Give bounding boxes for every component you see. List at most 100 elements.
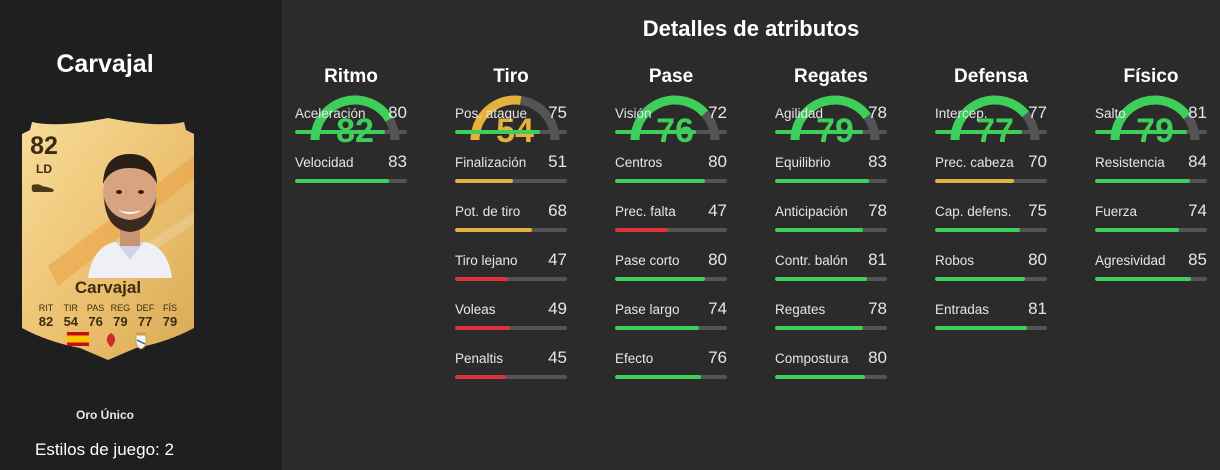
attribute-bar-fill [295,179,389,183]
attribute-row[interactable]: Contr. balón 81 [775,250,887,293]
attribute-row[interactable]: Fuerza 74 [1095,201,1207,244]
attribute-name: Pot. de tiro [455,204,521,219]
attribute-bar [295,179,407,183]
attribute-value: 81 [1188,103,1207,122]
attribute-bar-fill [455,179,513,183]
card-stat-label: PAS [86,303,105,313]
attribute-row[interactable]: Pot. de tiro 68 [455,201,567,244]
attribute-value: 80 [708,152,727,171]
attribute-row[interactable]: Finalización 51 [455,152,567,195]
attribute-bar-fill [615,326,699,330]
card-stat-value: 54 [63,314,79,329]
category-gauge [310,95,400,141]
attribute-bar-fill [615,375,702,379]
playstyles-count[interactable]: Estilos de juego: 2 [35,440,174,459]
attribute-row[interactable]: Regates 78 [775,299,887,342]
attribute-name: Visión [615,106,652,121]
attribute-row[interactable]: Resistencia 84 [1095,152,1207,195]
attribute-name: Centros [615,155,663,170]
card-stat-label: TIR [63,303,79,313]
category-gauge [630,95,720,141]
attribute-name: Agresividad [1095,253,1166,268]
card-stat-label: FÍS [162,303,177,313]
attribute-row[interactable]: Anticipación 78 [775,201,887,244]
gauge-track [385,117,400,141]
attribute-row[interactable]: Tiro lejano 47 [455,250,567,293]
card-stat: PAS 76 [84,303,108,329]
attribute-value: 81 [868,250,887,269]
attribute-row[interactable]: Agilidad 78 [775,103,887,146]
attribute-row[interactable]: Intercep. 77 [935,103,1047,146]
card-stat: FÍS 79 [158,303,182,329]
category-gauge [790,95,880,141]
attribute-value: 47 [708,201,727,220]
card-stat: TIR 54 [59,303,83,329]
attribute-row[interactable]: Visión 72 [615,103,727,146]
attribute-row[interactable]: Pos. ataque 75 [455,103,567,146]
gauge-fill [1110,95,1191,141]
attribute-row[interactable]: Agresividad 85 [1095,250,1207,293]
attribute-bar [1095,228,1207,232]
page-title: Detalles de atributos [642,16,860,41]
attribute-bar-fill [295,130,386,134]
attribute-value: 80 [1028,250,1047,269]
attribute-bar [455,326,567,330]
attribute-value: 75 [1028,201,1047,220]
boot-icon [31,184,54,192]
attribute-row[interactable]: Entradas 81 [935,299,1047,342]
gauge-fill [310,95,394,141]
attribute-row[interactable]: Voleas 49 [455,299,567,342]
card-stat-value: 79 [162,314,178,329]
attribute-bar [935,277,1047,281]
attribute-bar-fill [455,130,540,134]
attribute-name: Anticipación [775,204,848,219]
attribute-row[interactable]: Robos 80 [935,250,1047,293]
attribute-value: 68 [548,201,567,220]
category-name: Ritmo [324,66,378,87]
attribute-name: Fuerza [1095,204,1138,219]
category-name: Pase [648,66,694,87]
attribute-name: Resistencia [1095,155,1165,170]
attribute-bar [615,375,727,379]
gauge-fill [790,95,871,141]
attribute-row[interactable]: Aceleración 80 [295,103,407,146]
attribute-row[interactable]: Salto 81 [1095,103,1207,146]
card-stat: DEF 77 [133,303,157,329]
card-stat-label: RIT [38,303,54,313]
attribute-bar [935,228,1047,232]
player-card[interactable]: 82 LD Carvajal RIT 82 TIR 54 PAS 76 REG 79 D… [18,116,198,362]
card-stat-label: DEF [136,303,155,313]
attribute-name: Efecto [615,351,654,366]
attribute-row[interactable]: Efecto 76 [615,348,727,391]
attribute-row[interactable]: Centros 80 [615,152,727,195]
attribute-row[interactable]: Prec. falta 47 [615,201,727,244]
card-stat-label: REG [110,303,131,313]
category-name: Regates [794,66,868,87]
attribute-bar-fill [455,228,532,232]
attribute-row[interactable]: Compostura 80 [775,348,887,391]
attribute-row[interactable]: Cap. defens. 75 [935,201,1047,244]
attribute-row[interactable]: Pase largo 74 [615,299,727,342]
attribute-bar-fill [1095,228,1179,232]
attribute-row[interactable]: Equilibrio 83 [775,152,887,195]
attribute-bar [615,179,727,183]
card-position: LD [36,162,52,176]
card-type: Oro Único [75,408,134,422]
attribute-row[interactable]: Pase corto 80 [615,250,727,293]
attribute-value: 76 [708,348,727,367]
attribute-name: Penaltis [455,351,504,366]
attribute-bar [1095,179,1207,183]
attribute-value: 78 [868,103,887,122]
attribute-value: 80 [388,103,407,122]
attribute-value: 84 [1188,152,1207,171]
attribute-bar-fill [615,130,697,134]
attribute-row[interactable]: Velocidad 83 [295,152,407,195]
attribute-bar [1095,277,1207,281]
attribute-value: 51 [548,152,567,171]
attribute-row[interactable]: Penaltis 45 [455,348,567,391]
attribute-row[interactable]: Prec. cabeza 70 [935,152,1047,195]
attribute-bar-fill [615,228,669,232]
attribute-name: Robos [935,253,975,268]
category-gauge [950,95,1040,141]
attribute-bar-fill [615,277,706,281]
